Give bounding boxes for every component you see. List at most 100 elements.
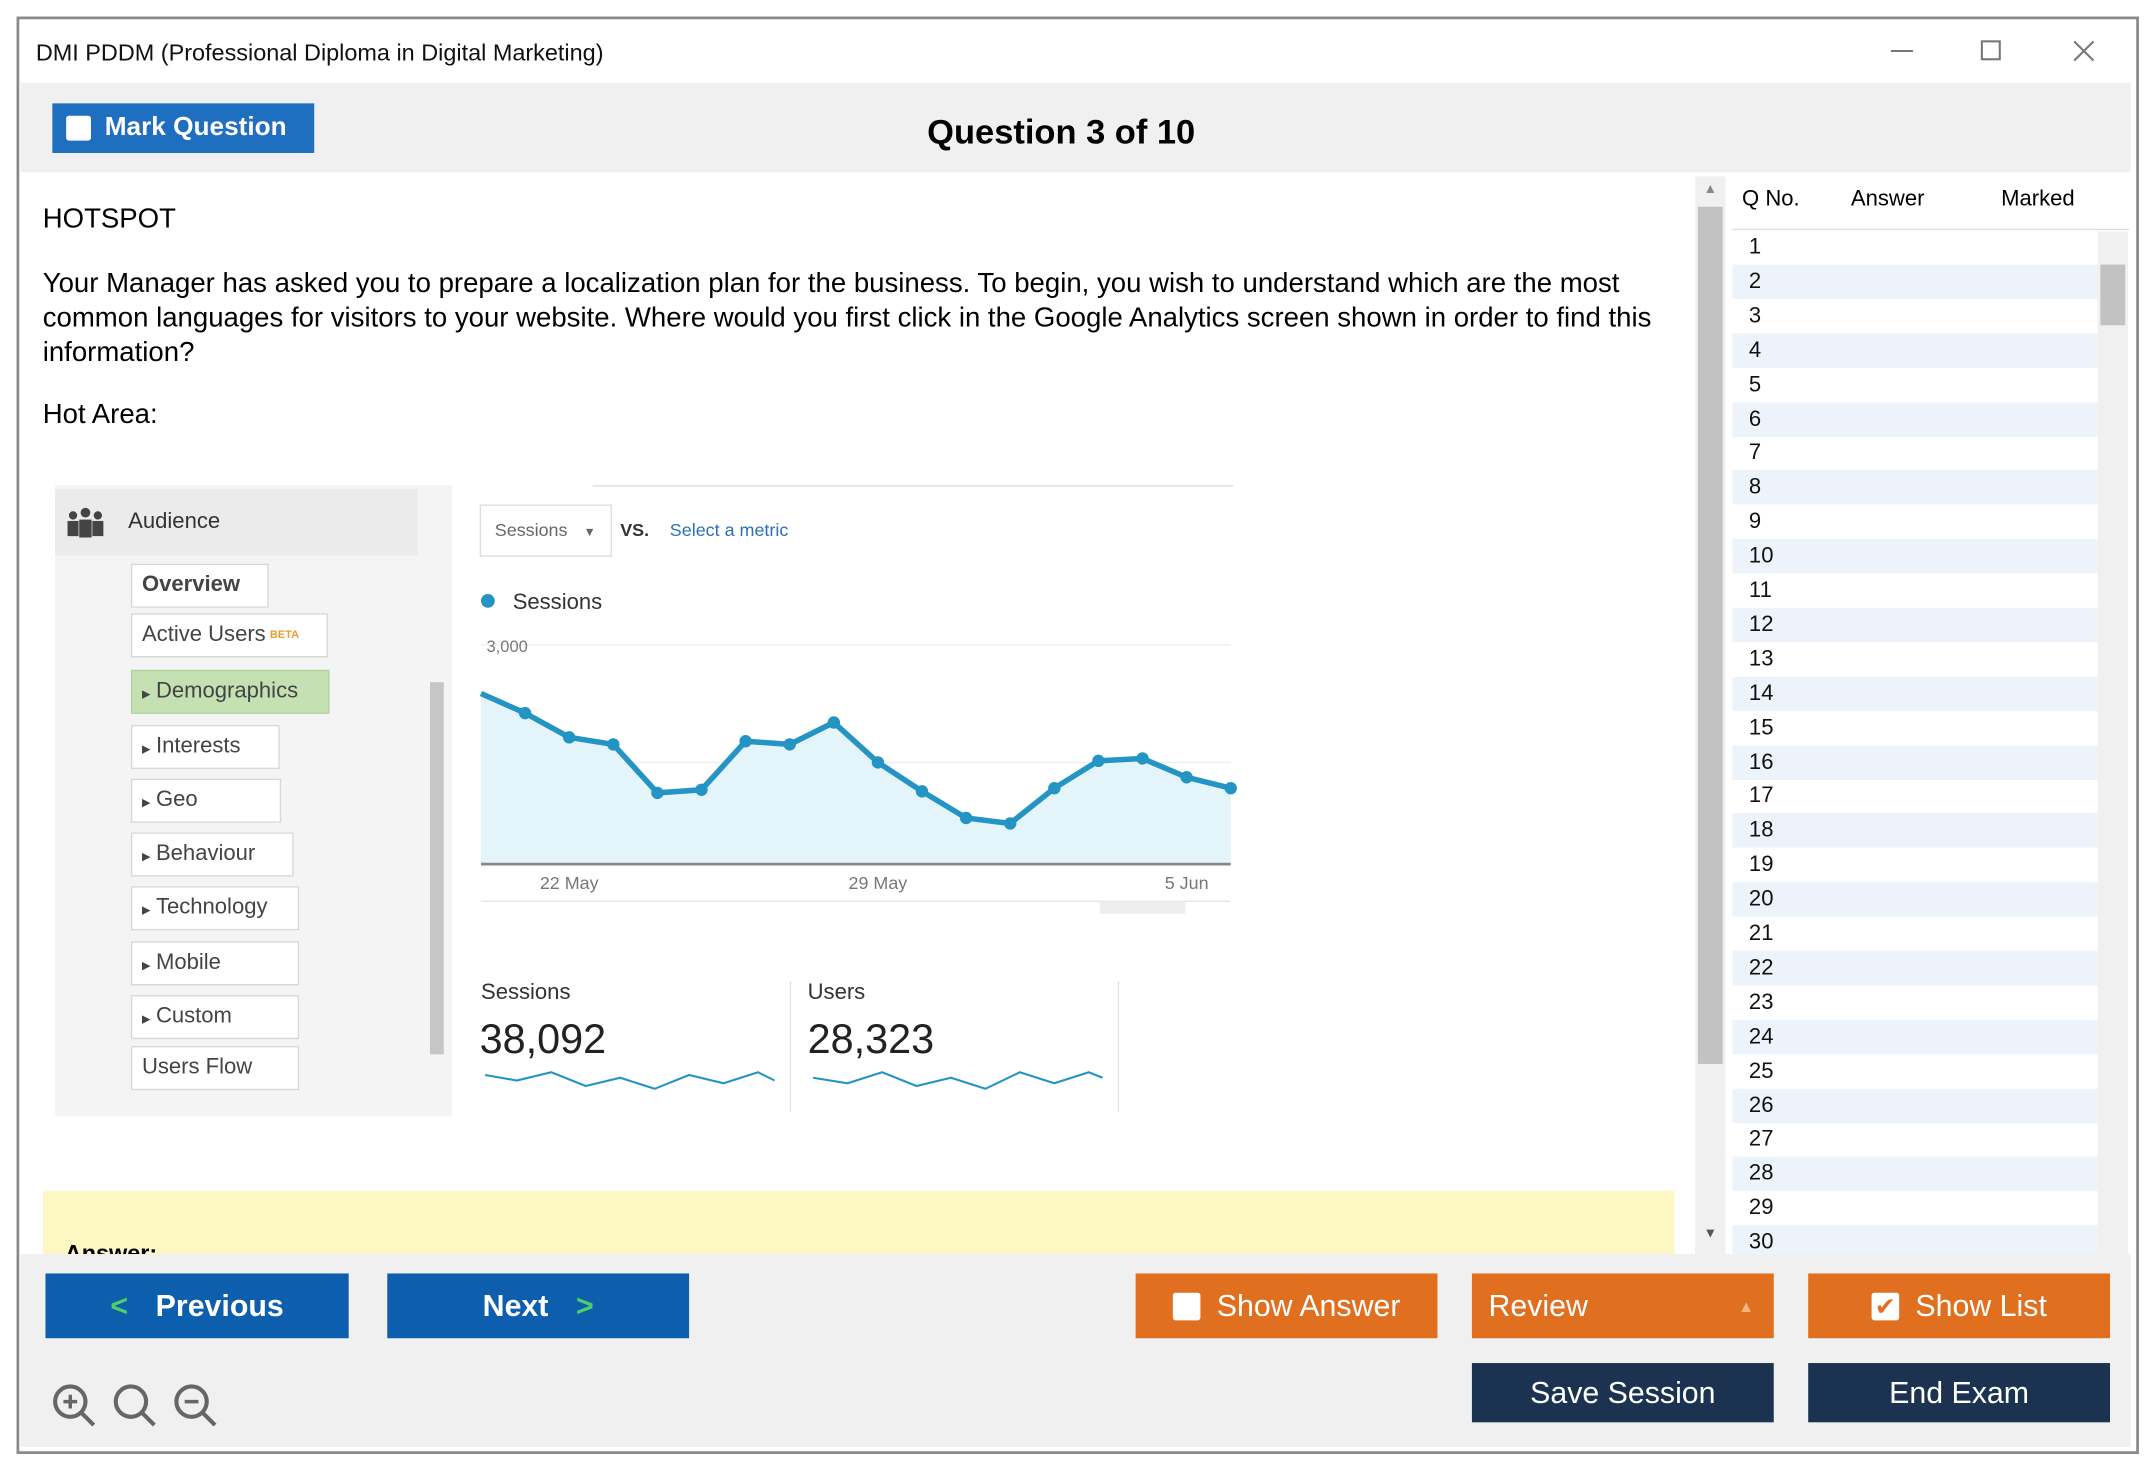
x-tick-label: 22 May (540, 873, 599, 893)
question-row[interactable]: 26 (1732, 1088, 2098, 1123)
point (915, 785, 929, 798)
divider (789, 981, 792, 1113)
question-row[interactable]: 25 (1748, 1059, 1774, 1083)
button-label: Previous (155, 1287, 284, 1323)
nav-label: Custom (155, 1004, 232, 1029)
button-label: Show Answer (1216, 1287, 1401, 1323)
question-row[interactable]: 16 (1732, 744, 2098, 780)
question-row[interactable]: 7 (1748, 441, 1762, 465)
divider (1117, 981, 1120, 1113)
scroll-thumb (1697, 206, 1723, 1064)
save-session-button[interactable]: Save Session (1471, 1363, 1774, 1423)
previous-button[interactable]: < Previous (45, 1273, 349, 1339)
question-row[interactable]: 9 (1748, 510, 1762, 534)
question-row[interactable]: 4 (1732, 333, 2098, 368)
expander: ▶ (141, 687, 151, 701)
question-row[interactable]: 11 (1748, 578, 1772, 603)
bottom-bar (20, 1254, 2131, 1448)
nav-item[interactable]: ▶ Interests (130, 724, 280, 770)
question-row[interactable]: 18 (1732, 813, 2098, 849)
question-counter: Question 3 of 10 (927, 113, 1196, 152)
question-row[interactable]: 28 (1732, 1156, 2098, 1192)
nav-item[interactable]: ▶ Mobile (130, 941, 300, 986)
nav-item[interactable]: Users Flow (130, 1046, 300, 1091)
answer-box: Answer: (42, 1190, 1675, 1255)
question-row[interactable]: 3 (1748, 304, 1762, 328)
nav-section: Audience (128, 509, 221, 534)
question-row[interactable]: 12 (1732, 607, 2098, 643)
nav-item[interactable]: ▶ Geo (130, 778, 282, 823)
button-label: Save Session (1530, 1374, 1716, 1410)
question-row[interactable]: 14 (1732, 676, 2098, 711)
question-row[interactable]: 13 (1748, 647, 1774, 671)
end-exam-button[interactable]: End Exam (1808, 1363, 2111, 1423)
expander: ▶ (141, 1012, 151, 1026)
question-row[interactable]: 27 (1748, 1127, 1774, 1152)
question-row[interactable]: 22 (1732, 950, 2098, 986)
list-scrollbar[interactable] (2097, 231, 2128, 1255)
nav-item[interactable]: ▶ Technology (130, 886, 300, 931)
checkbox (66, 115, 91, 141)
question-row[interactable]: 20 (1732, 882, 2098, 917)
nav-label: Geo (155, 788, 198, 812)
beta-badge: BETA (269, 628, 300, 641)
question-row[interactable]: 21 (1748, 922, 1774, 946)
select-metric-link[interactable]: Select a metric (669, 519, 789, 541)
ga-nav-header (55, 489, 418, 556)
nav-scrollbar (429, 682, 444, 1055)
collapse-handle (1099, 901, 1186, 914)
hot-area-label: Hot Area: (42, 399, 158, 430)
toolbar (20, 82, 2131, 173)
point (1224, 782, 1237, 795)
nav-item[interactable]: Overview (130, 563, 269, 608)
answer-label: Answer: (64, 1240, 158, 1255)
column-header: Q No. (1742, 187, 1800, 211)
expander: ▶ (141, 959, 151, 972)
metric-selector[interactable]: Sessions ▼ (479, 504, 612, 557)
nav-label: Behaviour (155, 842, 256, 866)
question-text: Your Manager has asked you to prepare a … (42, 268, 1652, 368)
point (739, 735, 752, 748)
vs-label: VS. (620, 519, 650, 541)
question-row[interactable]: 30 (1732, 1225, 2098, 1260)
x-tick-label: 29 May (849, 873, 908, 893)
area (480, 693, 1231, 865)
nav-item[interactable]: ▶ Custom (130, 995, 300, 1040)
question-row[interactable]: 15 (1748, 716, 1774, 740)
audience-icon (67, 507, 104, 538)
question-row[interactable]: 29 (1748, 1196, 1774, 1220)
question-row[interactable]: 24 (1732, 1019, 2098, 1054)
nav-item[interactable]: ▶ Behaviour (130, 832, 294, 877)
nav-item[interactable]: ▶ Demographics (130, 669, 330, 714)
question-row[interactable]: 10 (1732, 539, 2098, 574)
expander: ▶ (141, 850, 151, 863)
point (1092, 754, 1105, 768)
show-answer-button[interactable]: Show Answer (1135, 1273, 1438, 1339)
show-list-button[interactable]: ✔ Show List (1808, 1273, 2111, 1339)
metric-label: Sessions (494, 519, 568, 541)
point (695, 783, 708, 796)
zoom-controls[interactable] (50, 1381, 229, 1436)
content-scrollbar[interactable]: ▲ ▼ (1695, 176, 1726, 1255)
point (562, 731, 576, 744)
nav-label: Mobile (155, 950, 221, 975)
mark-question-button[interactable]: Mark Question (52, 103, 315, 153)
window-controls[interactable] (1874, 30, 2108, 71)
point (651, 786, 664, 800)
question-row[interactable]: 23 (1748, 990, 1774, 1015)
question-row[interactable]: 5 (1748, 372, 1762, 397)
question-row[interactable]: 6 (1732, 401, 2098, 437)
nav-label: Technology (155, 895, 268, 920)
question-row[interactable]: 2 (1732, 264, 2098, 299)
point (1136, 752, 1149, 765)
question-row[interactable]: 8 (1732, 470, 2098, 505)
question-row[interactable]: 17 (1748, 784, 1774, 809)
review-button[interactable]: Review ▲ (1471, 1273, 1774, 1339)
question-row[interactable]: 1 (1748, 235, 1762, 260)
next-button[interactable]: Next > (387, 1273, 690, 1339)
question-row[interactable]: 19 (1748, 853, 1774, 877)
point (1048, 782, 1061, 795)
point (871, 756, 885, 769)
nav-item[interactable]: Active Users BETA (130, 613, 329, 658)
